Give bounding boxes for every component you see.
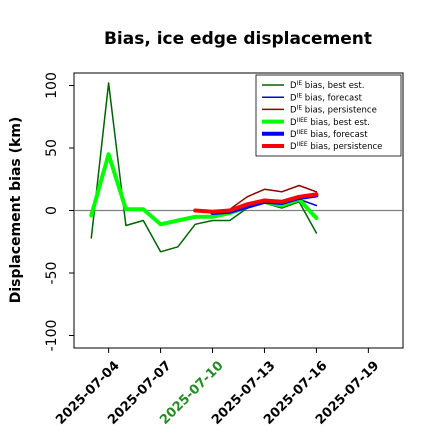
legend-label: DIE bias, persistence <box>290 105 377 116</box>
series-line-6 <box>195 194 316 212</box>
y-tick-label: 50 <box>44 139 60 157</box>
legend-label: DIE bias, best est. <box>290 80 364 91</box>
y-tick-label: -100 <box>44 320 60 352</box>
y-tick-label: 0 <box>44 206 60 215</box>
legend: DIE bias, best est.DIE bias, forecastDIE… <box>256 75 401 156</box>
y-tick-label: -50 <box>44 262 60 285</box>
y-tick-label: 100 <box>44 72 60 99</box>
y-axis-label: Displacement bias (km) <box>8 117 24 304</box>
chart-title: Bias, ice edge displacement <box>104 29 372 49</box>
